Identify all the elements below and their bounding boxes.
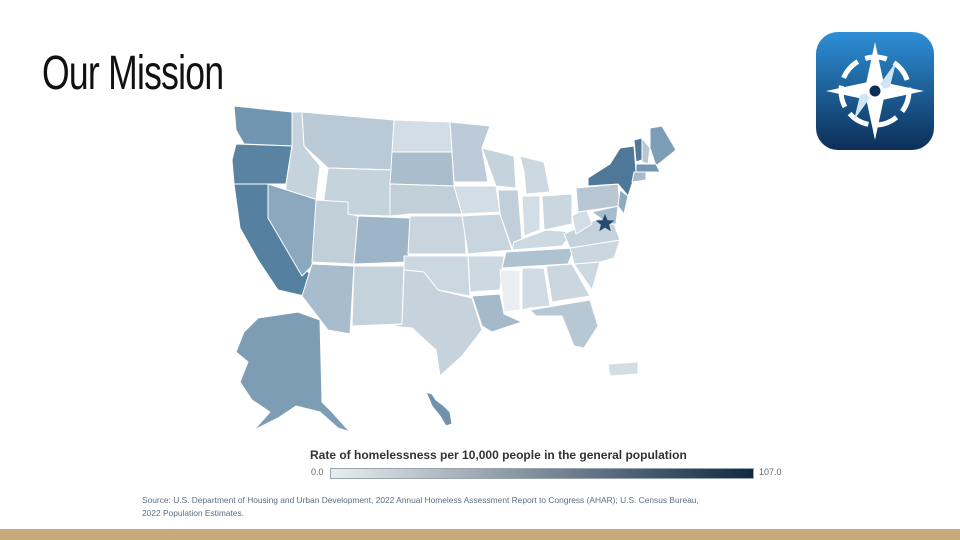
state-iowa — [453, 185, 501, 215]
legend-color-scale-bar — [330, 468, 754, 479]
state-nebraska — [389, 183, 463, 217]
state-colorado — [353, 215, 411, 265]
slide-title: Our Mission — [42, 47, 224, 100]
state-new-jersey — [617, 189, 629, 215]
source-line-1: Source: U.S. Department of Housing and U… — [142, 495, 699, 505]
state-vermont — [633, 137, 643, 163]
state-south-dakota — [389, 151, 455, 187]
state-minnesota — [449, 121, 491, 183]
state-indiana — [521, 195, 541, 237]
state-wisconsin — [481, 147, 517, 189]
us-homelessness-choropleth-map — [231, 105, 677, 433]
state-new-mexico — [351, 265, 405, 327]
compass-logo-icon — [816, 32, 934, 150]
state-massachusetts — [635, 163, 661, 173]
state-maine — [649, 125, 677, 167]
source-line-2: 2022 Population Estimates. — [142, 508, 244, 518]
territory-puerto-rico — [607, 361, 639, 377]
star-icon — [595, 214, 615, 232]
state-alabama — [521, 267, 551, 311]
state-georgia — [545, 263, 591, 303]
source-citation: Source: U.S. Department of Housing and U… — [142, 494, 792, 520]
state-washington — [233, 105, 293, 147]
state-hawaii — [425, 391, 453, 427]
legend-title: Rate of homelessness per 10,000 people i… — [310, 448, 687, 462]
state-nevada — [267, 183, 319, 277]
state-alaska — [235, 311, 351, 433]
state-texas — [389, 269, 483, 377]
state-north-dakota — [391, 119, 453, 153]
state-michigan — [519, 155, 551, 195]
state-new-hampshire — [641, 137, 651, 165]
legend-min-label: 0.0 — [311, 467, 324, 477]
state-mississippi — [499, 269, 521, 313]
state-oregon — [231, 143, 293, 185]
state-arizona — [301, 263, 355, 335]
legend-max-label: 107.0 — [759, 467, 782, 477]
state-ohio — [541, 193, 573, 231]
state-louisiana — [471, 293, 523, 333]
footer-accent-bar — [0, 529, 960, 540]
state-connecticut — [631, 171, 647, 183]
state-kansas — [407, 215, 467, 255]
state-arkansas — [467, 255, 505, 293]
state-florida — [529, 299, 599, 349]
